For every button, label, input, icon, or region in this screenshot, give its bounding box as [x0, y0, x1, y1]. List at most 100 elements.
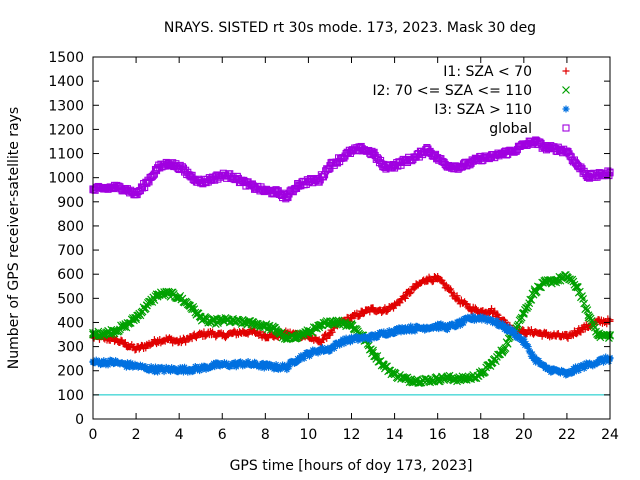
data-point-i1-sza-70 — [111, 335, 119, 343]
data-point-i3-sza-110 — [193, 366, 201, 374]
data-point-i2-70-sza-110 — [466, 374, 474, 382]
chart-title: NRAYS. SISTED rt 30s mode. 173, 2023. Ma… — [164, 20, 536, 36]
data-point-i3-sza-110 — [498, 322, 506, 330]
data-point-i1-sza-70 — [455, 297, 463, 305]
data-point-i3-sza-110 — [443, 326, 451, 334]
data-point-i1-sza-70 — [391, 302, 399, 310]
data-point-i3-sza-110 — [384, 331, 392, 339]
data-point-i3-sza-110 — [201, 362, 209, 370]
y-tick-label: 600 — [57, 267, 84, 283]
data-point-i2-70-sza-110 — [390, 370, 399, 379]
data-point-i1-sza-70 — [563, 333, 571, 341]
data-point-i3-sza-110 — [251, 361, 259, 369]
data-point-global — [604, 167, 612, 175]
data-point-i3-sza-110 — [223, 359, 231, 367]
data-point-i3-sza-110 — [440, 324, 448, 332]
data-point-i1-sza-70 — [462, 300, 470, 308]
data-point-i3-sza-110 — [283, 363, 291, 371]
data-point-i3-sza-110 — [385, 327, 393, 335]
data-point-i2-70-sza-110 — [204, 318, 213, 327]
data-point-i3-sza-110 — [326, 345, 334, 353]
x-tick-label: 10 — [300, 427, 318, 443]
data-point-global — [477, 154, 485, 162]
data-point-global — [584, 172, 593, 181]
data-point-i3-sza-110 — [175, 366, 183, 374]
data-point-global — [358, 145, 366, 153]
data-point-i2-70-sza-110 — [541, 278, 550, 287]
data-point-global — [337, 154, 345, 162]
data-point-i1-sza-70 — [251, 328, 259, 336]
data-point-i3-sza-110 — [570, 368, 578, 376]
data-point-i3-sza-110 — [315, 346, 323, 354]
y-tick-label: 1100 — [48, 147, 84, 163]
data-point-global — [541, 143, 549, 152]
data-point-i1-sza-70 — [541, 331, 549, 339]
y-tick-label: 1400 — [48, 74, 84, 90]
data-point-i3-sza-110 — [380, 329, 388, 337]
data-point-i2-70-sza-110 — [498, 347, 507, 356]
data-point-i3-sza-110 — [160, 368, 168, 376]
data-point-i3-sza-110 — [435, 325, 443, 333]
data-point-global — [595, 171, 603, 179]
data-point-i1-sza-70 — [552, 332, 560, 340]
data-point-i3-sza-110 — [261, 362, 269, 370]
data-point-global — [434, 154, 442, 162]
data-point-i3-sza-110 — [401, 325, 409, 332]
data-point-i3-sza-110 — [121, 361, 129, 369]
x-tick-label: 0 — [89, 427, 98, 443]
data-point-i3-sza-110 — [211, 363, 219, 371]
data-point-i3-sza-110 — [578, 364, 586, 372]
data-point-global — [186, 171, 194, 179]
data-point-i2-70-sza-110 — [153, 290, 162, 299]
data-point-i3-sza-110 — [168, 364, 176, 372]
data-point-global — [531, 137, 539, 146]
data-point-i3-sza-110 — [128, 361, 136, 369]
data-point-i3-sza-110 — [509, 328, 517, 336]
legend-marker — [562, 67, 570, 75]
y-axis: 0 100 200 300 400 500 600 700 800 900 1000 1100 1200… — [48, 50, 610, 428]
data-point-global — [251, 183, 259, 191]
data-point-i2-70-sza-110 — [186, 301, 194, 310]
data-point-i1-sza-70 — [355, 312, 363, 320]
data-point-i2-70-sza-110 — [97, 330, 106, 339]
data-point-i1-sza-70 — [197, 331, 205, 339]
data-point-i2-70-sza-110 — [412, 376, 421, 385]
data-point-i3-sza-110 — [493, 317, 501, 325]
data-point-i3-sza-110 — [444, 323, 452, 331]
y-tick-label: 300 — [57, 340, 84, 356]
data-point-global — [369, 149, 377, 158]
data-point-global — [552, 145, 560, 153]
data-point-i3-sza-110 — [466, 315, 474, 323]
data-point-i3-sza-110 — [260, 364, 268, 372]
data-point-i1-sza-70 — [407, 289, 415, 297]
data-point-i2-70-sza-110 — [272, 325, 281, 334]
data-point-global — [487, 153, 496, 161]
data-point-i3-sza-110 — [574, 364, 582, 372]
data-point-i2-70-sza-110 — [519, 308, 528, 317]
data-point-i1-sza-70 — [453, 292, 461, 300]
x-axis-label: GPS time [hours of doy 173, 2023] — [230, 458, 473, 474]
data-point-i3-sza-110 — [524, 343, 532, 351]
data-point-global — [294, 181, 302, 189]
data-point-i2-70-sza-110 — [347, 320, 356, 329]
data-point-i3-sza-110 — [600, 358, 608, 366]
legend-label: I2: 70 <= SZA <= 110 — [372, 83, 532, 99]
plot-area — [89, 136, 614, 396]
data-point-i2-70-sza-110 — [433, 375, 442, 384]
data-point-i3-sza-110 — [411, 327, 419, 335]
data-point-i2-70-sza-110 — [476, 370, 485, 379]
data-point-i2-70-sza-110 — [379, 361, 388, 370]
data-point-i1-sza-70 — [164, 335, 172, 343]
data-point-i1-sza-70 — [261, 332, 269, 340]
data-point-i2-70-sza-110 — [304, 328, 313, 337]
data-point-i3-sza-110 — [257, 363, 265, 371]
data-point-global — [207, 175, 216, 183]
data-point-global — [148, 172, 156, 181]
data-point-global — [401, 157, 409, 165]
data-point-i2-70-sza-110 — [369, 348, 377, 357]
x-tick-label: 20 — [515, 427, 533, 443]
data-point-i2-70-sza-110 — [422, 376, 431, 385]
data-point-i2-70-sza-110 — [282, 335, 291, 344]
data-point-i3-sza-110 — [100, 358, 108, 366]
